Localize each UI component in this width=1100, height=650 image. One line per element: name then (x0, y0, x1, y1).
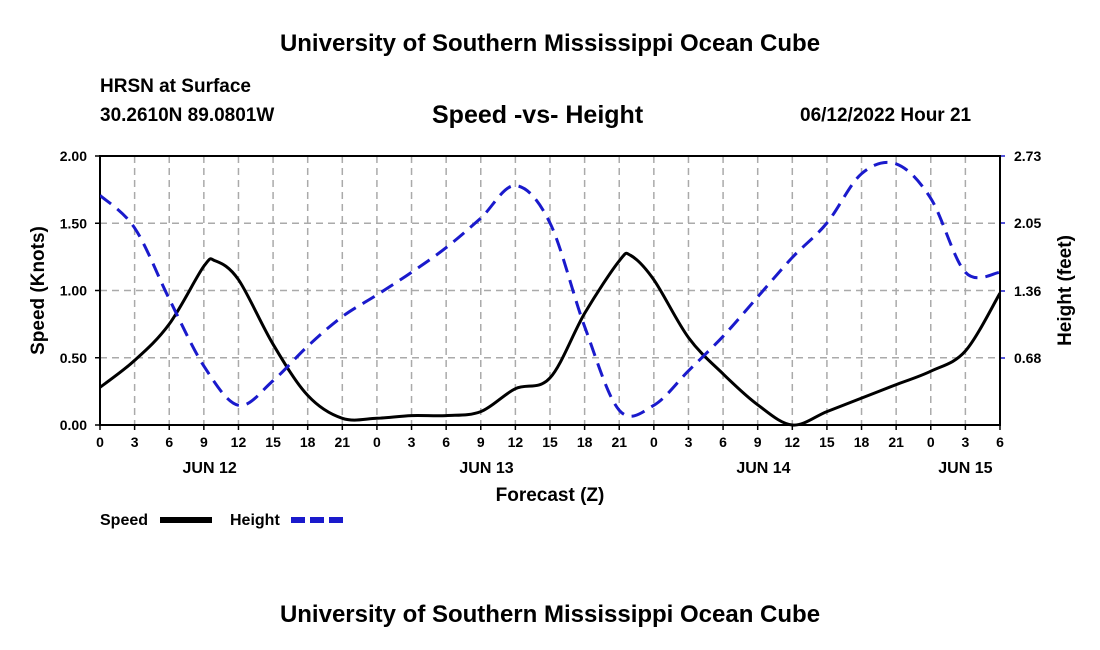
y-tick-label: 1.50 (60, 215, 87, 231)
date-label: JUN 13 (459, 460, 513, 477)
page-title-bottom: University of Southern Mississippi Ocean… (279, 601, 821, 628)
page-title-top: University of Southern Mississippi Ocean… (279, 30, 821, 57)
y-tick-label: 1.00 (60, 283, 87, 299)
x-tick-label: 0 (927, 434, 935, 450)
x-tick-label: 21 (888, 434, 904, 450)
x-tick-label: 21 (335, 434, 351, 450)
x-tick-label: 15 (542, 434, 558, 450)
plot-frame (99, 155, 1001, 426)
y-tick-label: 0.00 (60, 417, 87, 433)
x-tick-label: 6 (996, 434, 1004, 450)
x-tick-label: 18 (300, 434, 316, 450)
x-tick-label: 9 (754, 434, 762, 450)
x-axis-title: Forecast (Z) (496, 485, 605, 506)
x-tick-label: 0 (373, 434, 381, 450)
x-tick-label: 9 (200, 434, 208, 450)
x-tick-label: 3 (131, 434, 139, 450)
x-tick-label: 0 (650, 434, 658, 450)
legend-label-height: Height (230, 512, 280, 529)
x-tick-label: 3 (685, 434, 693, 450)
y2-tick-label: 0.68 (1014, 350, 1041, 366)
series-line-speed (100, 251, 1000, 427)
date-label: JUN 15 (938, 460, 992, 477)
run-time: 06/12/2022 Hour 21 (800, 105, 972, 126)
x-tick-label: 21 (611, 434, 627, 450)
x-tick-label: 18 (577, 434, 593, 450)
x-tick-label: 15 (819, 434, 835, 450)
y2-axis-title: Height (feet) (1055, 235, 1076, 346)
date-label: JUN 14 (736, 460, 790, 477)
y-axis-title: Speed (Knots) (28, 226, 49, 355)
x-tick-label: 12 (508, 434, 524, 450)
y2-tick-label: 1.36 (1014, 283, 1041, 299)
x-tick-label: 6 (719, 434, 727, 450)
x-tick-label: 12 (785, 434, 801, 450)
y2-tick-label: 2.73 (1014, 148, 1041, 164)
y2-tick-label: 2.05 (1014, 215, 1041, 231)
station-name: HRSN at Surface (100, 76, 251, 97)
x-tick-label: 3 (408, 434, 416, 450)
x-tick-label: 18 (854, 434, 870, 450)
x-tick-label: 6 (165, 434, 173, 450)
x-tick-label: 6 (442, 434, 450, 450)
x-tick-label: 3 (961, 434, 969, 450)
x-tick-label: 9 (477, 434, 485, 450)
legend-label-speed: Speed (100, 512, 148, 529)
date-label: JUN 12 (182, 460, 236, 477)
x-tick-label: 15 (265, 434, 281, 450)
y-tick-label: 0.50 (60, 350, 87, 366)
plot-title: Speed -vs- Height (432, 101, 644, 129)
x-tick-label: 12 (231, 434, 247, 450)
y-tick-label: 2.00 (60, 148, 87, 164)
station-coords: 30.2610N 89.0801W (100, 105, 275, 126)
x-tick-label: 0 (96, 434, 104, 450)
